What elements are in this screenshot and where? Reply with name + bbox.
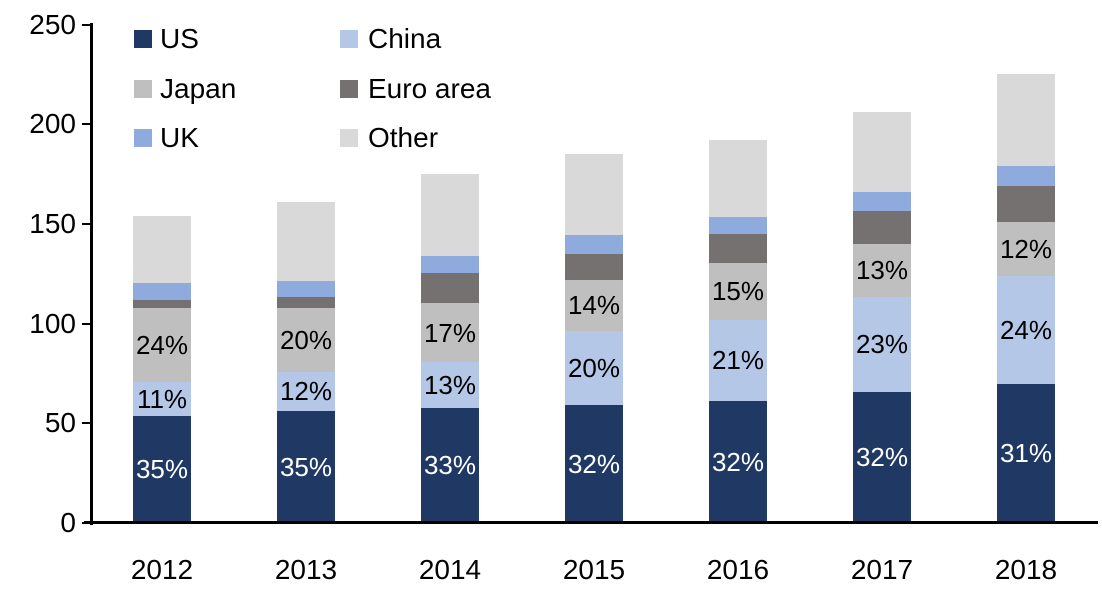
segment-label-japan-2018: 12%: [999, 234, 1053, 265]
legend-label-us: US: [160, 23, 199, 54]
bar-segment-japan-2018: [997, 222, 1055, 277]
x-tick-label-2013: 2013: [274, 554, 338, 585]
bar-segment-japan-2016: [709, 262, 767, 321]
segment-label-china-2018: 24%: [999, 314, 1053, 345]
bar-segment-euro-area-2015: [565, 253, 623, 280]
bar-segment-us-2012: [133, 415, 191, 523]
legend-swatch-other: [340, 129, 358, 147]
x-tick-label-2016: 2016: [706, 554, 770, 585]
bar-segment-china-2012: [133, 381, 191, 416]
x-axis-line: [84, 521, 1098, 524]
segment-label-china-2016: 21%: [711, 345, 765, 376]
segment-label-china-2017: 23%: [855, 329, 909, 360]
y-tick-label: 100: [29, 307, 76, 339]
bar-segment-us-2013: [277, 410, 335, 523]
legend-swatch-japan: [134, 80, 152, 98]
segment-label-japan-2016: 15%: [711, 276, 765, 307]
segment-label-us-2013: 35%: [279, 451, 333, 482]
segment-label-japan-2012: 24%: [135, 329, 189, 360]
segment-label-china-2015: 20%: [567, 353, 621, 384]
bar-segment-other-2012: [133, 215, 191, 284]
bar-segment-japan-2017: [853, 243, 911, 298]
x-tick-label-2014: 2014: [418, 554, 482, 585]
segment-label-japan-2017: 13%: [855, 255, 909, 286]
y-tick-mark: [82, 322, 90, 325]
bar-segment-us-2016: [709, 400, 767, 523]
bar-segment-china-2015: [565, 331, 623, 405]
bar-segment-euro-area-2012: [133, 300, 191, 309]
segment-label-us-2018: 31%: [999, 438, 1053, 469]
bar-segment-japan-2014: [421, 302, 479, 363]
bar-segment-euro-area-2017: [853, 210, 911, 244]
x-tick-label-2012: 2012: [130, 554, 194, 585]
bar-segment-other-2018: [997, 74, 1055, 167]
y-tick-label: 200: [29, 108, 76, 140]
segment-label-china-2012: 11%: [136, 383, 188, 414]
legend-swatch-china: [340, 30, 358, 48]
bar-segment-other-2013: [277, 201, 335, 281]
bar-segment-uk-2014: [421, 255, 479, 274]
bar-segment-japan-2012: [133, 308, 191, 382]
y-axis-line: [90, 23, 93, 525]
bar-segment-euro-area-2014: [421, 273, 479, 303]
bar-segment-uk-2017: [853, 192, 911, 211]
legend-swatch-euro-area: [340, 80, 358, 98]
bar-segment-us-2018: [997, 383, 1055, 523]
legend-label-japan: Japan: [160, 73, 237, 104]
y-tick-label: 50: [44, 407, 76, 439]
x-tick-label-2017: 2017: [850, 554, 914, 585]
segment-label-japan-2014: 17%: [423, 317, 477, 348]
bar-segment-japan-2015: [565, 279, 623, 332]
bar-segment-uk-2018: [997, 166, 1055, 187]
bar-segment-china-2016: [709, 320, 767, 401]
y-tick-mark: [82, 23, 90, 26]
segment-label-us-2014: 33%: [423, 450, 477, 481]
bar-segment-uk-2013: [277, 280, 335, 297]
bar-segment-uk-2012: [133, 283, 191, 301]
y-tick-mark: [82, 123, 90, 126]
legend-label-other: Other: [368, 122, 439, 153]
y-tick-label: 0: [60, 507, 76, 538]
bar-segment-china-2017: [853, 297, 911, 392]
bar-segment-us-2014: [421, 407, 479, 523]
bar-segment-other-2016: [709, 140, 767, 217]
bar-segment-uk-2016: [709, 216, 767, 235]
bar-segment-us-2015: [565, 404, 623, 523]
bar-segment-euro-area-2018: [997, 186, 1055, 223]
segment-label-china-2014: 13%: [423, 370, 477, 400]
bar-segment-us-2017: [853, 391, 911, 523]
legend-label-euro-area: Euro area: [368, 73, 491, 104]
segment-label-us-2015: 32%: [567, 448, 621, 479]
bar-segment-euro-area-2016: [709, 234, 767, 263]
segment-label-us-2012: 35%: [135, 454, 189, 485]
legend-swatch-uk: [134, 129, 152, 147]
bar-segment-euro-area-2013: [277, 296, 335, 308]
bar-segment-china-2014: [421, 362, 479, 408]
segment-label-us-2017: 32%: [855, 442, 909, 473]
x-tick-label-2018: 2018: [994, 554, 1058, 585]
bar-segment-china-2013: [277, 372, 335, 411]
segment-label-japan-2013: 20%: [279, 324, 333, 355]
y-tick-label: 250: [29, 8, 76, 40]
y-tick-mark: [82, 222, 90, 225]
bar-segment-other-2017: [853, 112, 911, 193]
x-tick-label-2015: 2015: [562, 554, 626, 585]
bar-segment-japan-2013: [277, 307, 335, 373]
y-tick-mark: [82, 422, 90, 425]
bar-segment-uk-2015: [565, 235, 623, 254]
bar-segment-other-2015: [565, 154, 623, 236]
bar-segment-other-2014: [421, 173, 479, 256]
bar-segment-china-2018: [997, 276, 1055, 384]
legend-label-uk: UK: [160, 122, 199, 153]
segment-label-us-2016: 32%: [711, 446, 765, 477]
y-tick-label: 150: [29, 207, 76, 239]
segment-label-china-2013: 12%: [279, 376, 333, 407]
segment-label-japan-2015: 14%: [567, 290, 621, 321]
legend-swatch-us: [134, 30, 152, 48]
legend-label-china: China: [368, 23, 442, 54]
